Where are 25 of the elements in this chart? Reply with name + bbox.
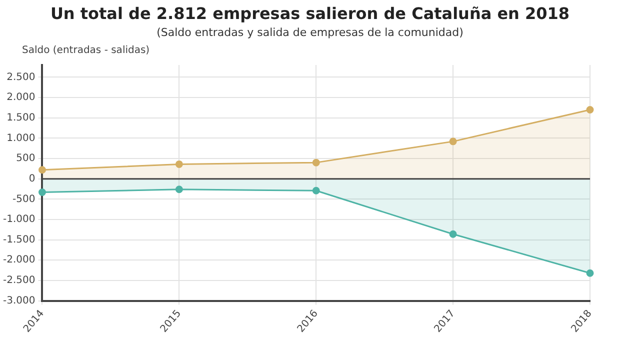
point bbox=[449, 230, 457, 238]
y-tick-label: -500 bbox=[12, 194, 36, 205]
y-tick-label: 500 bbox=[16, 153, 36, 164]
y-tick-label: -1.000 bbox=[2, 214, 36, 226]
y-tick-label: -2.500 bbox=[2, 275, 36, 286]
y-tick-label: 2.500 bbox=[6, 72, 36, 83]
point bbox=[175, 186, 183, 194]
y-tick-label: 1.500 bbox=[6, 112, 36, 124]
point bbox=[312, 186, 320, 194]
point bbox=[449, 138, 457, 146]
y-axis-title: Saldo (entradas - salidas) bbox=[22, 45, 151, 56]
point bbox=[175, 160, 183, 168]
y-tick-label: 1.000 bbox=[6, 132, 36, 144]
point bbox=[312, 158, 320, 166]
y-tick-label: -1.500 bbox=[2, 234, 36, 246]
y-tick-label: -2.000 bbox=[2, 254, 36, 266]
y-tick-label: -3.000 bbox=[2, 295, 36, 306]
point bbox=[586, 269, 594, 277]
chart-title: Un total de 2.812 empresas salieron de Cataluña en 2018 bbox=[49, 3, 571, 23]
point bbox=[38, 166, 46, 174]
y-tick-label: 0 bbox=[28, 173, 36, 184]
y-tick-label: 2.000 bbox=[6, 92, 36, 104]
chart-subtitle: (Saldo entradas y salida de empresas de la comunidad) bbox=[156, 26, 464, 39]
point bbox=[586, 106, 594, 114]
point bbox=[38, 188, 46, 196]
